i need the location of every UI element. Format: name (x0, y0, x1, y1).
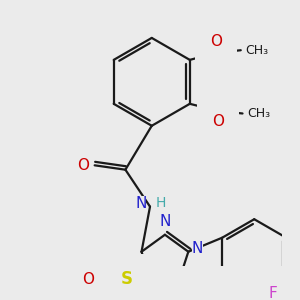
Text: H: H (155, 196, 166, 210)
Text: O: O (210, 34, 222, 49)
Text: O: O (82, 272, 94, 287)
Text: F: F (268, 286, 277, 300)
Text: O: O (77, 158, 89, 173)
Text: N: N (192, 241, 203, 256)
Text: S: S (121, 270, 133, 288)
Text: CH₃: CH₃ (245, 44, 268, 57)
Text: N: N (159, 214, 171, 230)
Text: N: N (135, 196, 146, 211)
Text: O: O (212, 114, 224, 129)
Text: CH₃: CH₃ (247, 107, 270, 120)
